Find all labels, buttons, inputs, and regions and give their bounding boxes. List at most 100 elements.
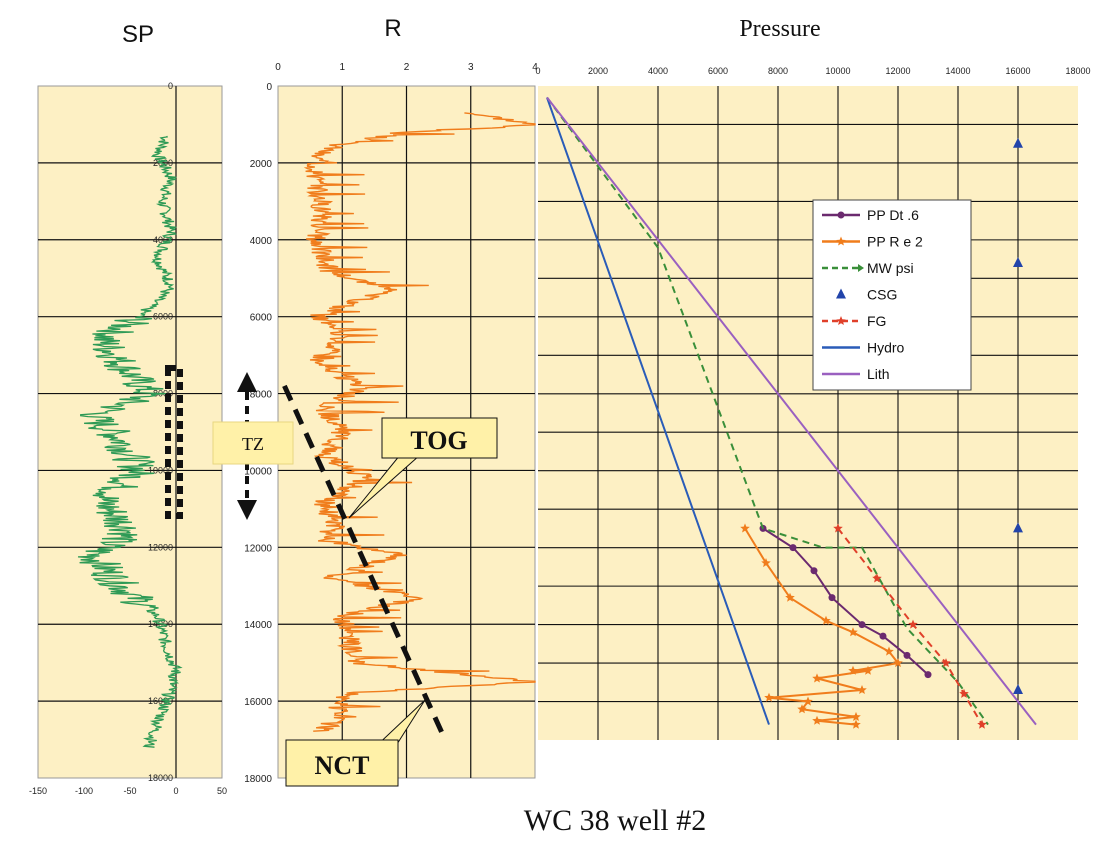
pressure-series-5 [546,97,770,725]
sp-x-tick-label: -150 [29,786,47,796]
pressure-x-tick-label: 2000 [588,66,608,76]
sp-depth-tick-label: 16000 [148,696,173,706]
sp-x-tick-label: -100 [75,786,93,796]
star-marker [893,658,903,668]
sp-gridlines [38,86,222,778]
figure-caption: WC 38 well #2 [524,804,706,837]
pressure-series-0 [759,524,932,679]
r-depth-tick-label: 0 [266,82,272,93]
circle-marker [810,567,818,575]
star-marker [851,719,861,729]
sp-x-tick-label: -50 [123,786,136,796]
circle-marker [828,594,836,602]
tz-label: TZ [242,434,264,454]
nct-callout-box [285,739,399,787]
legend-entry: Lith [822,366,890,382]
r-depth-tick-label: 2000 [250,159,273,170]
sp-depth-tick-label: 18000 [148,773,173,783]
legend-label: PP R e 2 [867,234,923,250]
star-marker [761,558,771,568]
pressure-x-tick-label: 12000 [885,66,910,76]
sp-plot-area [37,85,223,779]
r-depth-tick-label: 6000 [250,313,273,324]
legend-arrowhead [858,264,864,272]
sp-depth-tick-label: 10000 [148,465,173,475]
triangle-marker [1013,256,1023,267]
star-marker [863,665,873,675]
star-marker [959,688,969,698]
legend-entry: Hydro [822,340,905,356]
pressure-series-line [546,96,989,726]
sp-depth-tick-label: 12000 [148,542,173,552]
tz-arrow-down-head [237,500,257,520]
triangle-marker [1013,683,1023,694]
r-x-tick-label: 0 [275,62,281,73]
r-depth-tick-label: 10000 [244,466,272,477]
star-marker [812,715,822,725]
star-marker [848,665,858,675]
star-marker [941,658,951,668]
legend-entry: FG [822,313,886,329]
legend-label: CSG [867,287,897,303]
nct-trend-line [282,384,448,741]
pressure-series-4 [833,523,987,729]
r-tick-labels: 0 1 2 3 402000400060008000100001200014000160… [244,62,538,785]
sp-depth-tick-label: 0 [168,81,173,91]
star-marker [977,719,987,729]
r-log-line [303,112,536,732]
pressure-x-tick-label: 10000 [825,66,850,76]
legend-label: PP Dt .6 [867,207,919,223]
pressure-series-line [546,97,770,725]
star-marker [803,696,813,706]
circle-marker [924,671,932,679]
sp-series [77,135,183,748]
pressure-series-line [762,527,929,676]
pressure-legend: PP Dt .6 PP R e 2 MW psi CSG FG Hydro Lith [812,199,972,391]
star-marker [833,523,843,533]
legend-label: Hydro [867,340,905,356]
star-marker [812,673,822,683]
pressure-series [546,96,1037,729]
r-panel-title: R [384,15,401,42]
r-x-tick-label: 3 [468,62,474,73]
pressure-series-3 [1013,137,1023,694]
star-marker [836,236,846,246]
star-marker [836,316,846,325]
star-marker [848,627,858,637]
star-marker [872,573,882,583]
r-depth-tick-label: 16000 [244,697,272,708]
pressure-series-line [837,527,983,726]
nct-callout-label: NCT [315,751,370,780]
sp-x-tick-label: 50 [217,786,227,796]
sp-depth-tick-label: 4000 [153,235,173,245]
r-depth-tick-label: 8000 [250,390,273,401]
pressure-panel-title: Pressure [739,16,820,42]
circle-marker [789,544,797,552]
legend-label: FG [867,313,886,329]
pressure-x-tick-label: 8000 [768,66,788,76]
r-depth-tick-label: 4000 [250,236,273,247]
star-marker [821,615,831,625]
pressure-x-tick-label: 0 [535,66,540,76]
tz-label-box [212,421,294,465]
triangle-marker [1013,137,1023,148]
sp-depth-tick-label: 6000 [153,312,173,322]
legend-label: Lith [867,366,890,382]
pressure-x-tick-label: 6000 [708,66,728,76]
annotations: TZ TOG NCT [165,365,498,787]
pressure-tick-labels: 0 2000 4000 6000 8000 10000 12000 14000 16000 180… [535,66,1090,76]
tz-arrow-up-head [237,372,257,392]
r-depth-tick-label: 18000 [244,774,272,785]
star-marker [908,619,918,629]
legend-entry: CSG [836,287,897,303]
circle-marker [879,632,887,640]
pressure-plot-area [538,86,1078,740]
star-marker [884,646,894,656]
r-x-tick-label: 2 [404,62,410,73]
sp-depth-tick-label: 2000 [153,158,173,168]
sp-x-tick-label: 0 [173,786,178,796]
star-marker [857,685,867,694]
legend-marker [837,211,845,219]
star-marker [764,692,774,702]
